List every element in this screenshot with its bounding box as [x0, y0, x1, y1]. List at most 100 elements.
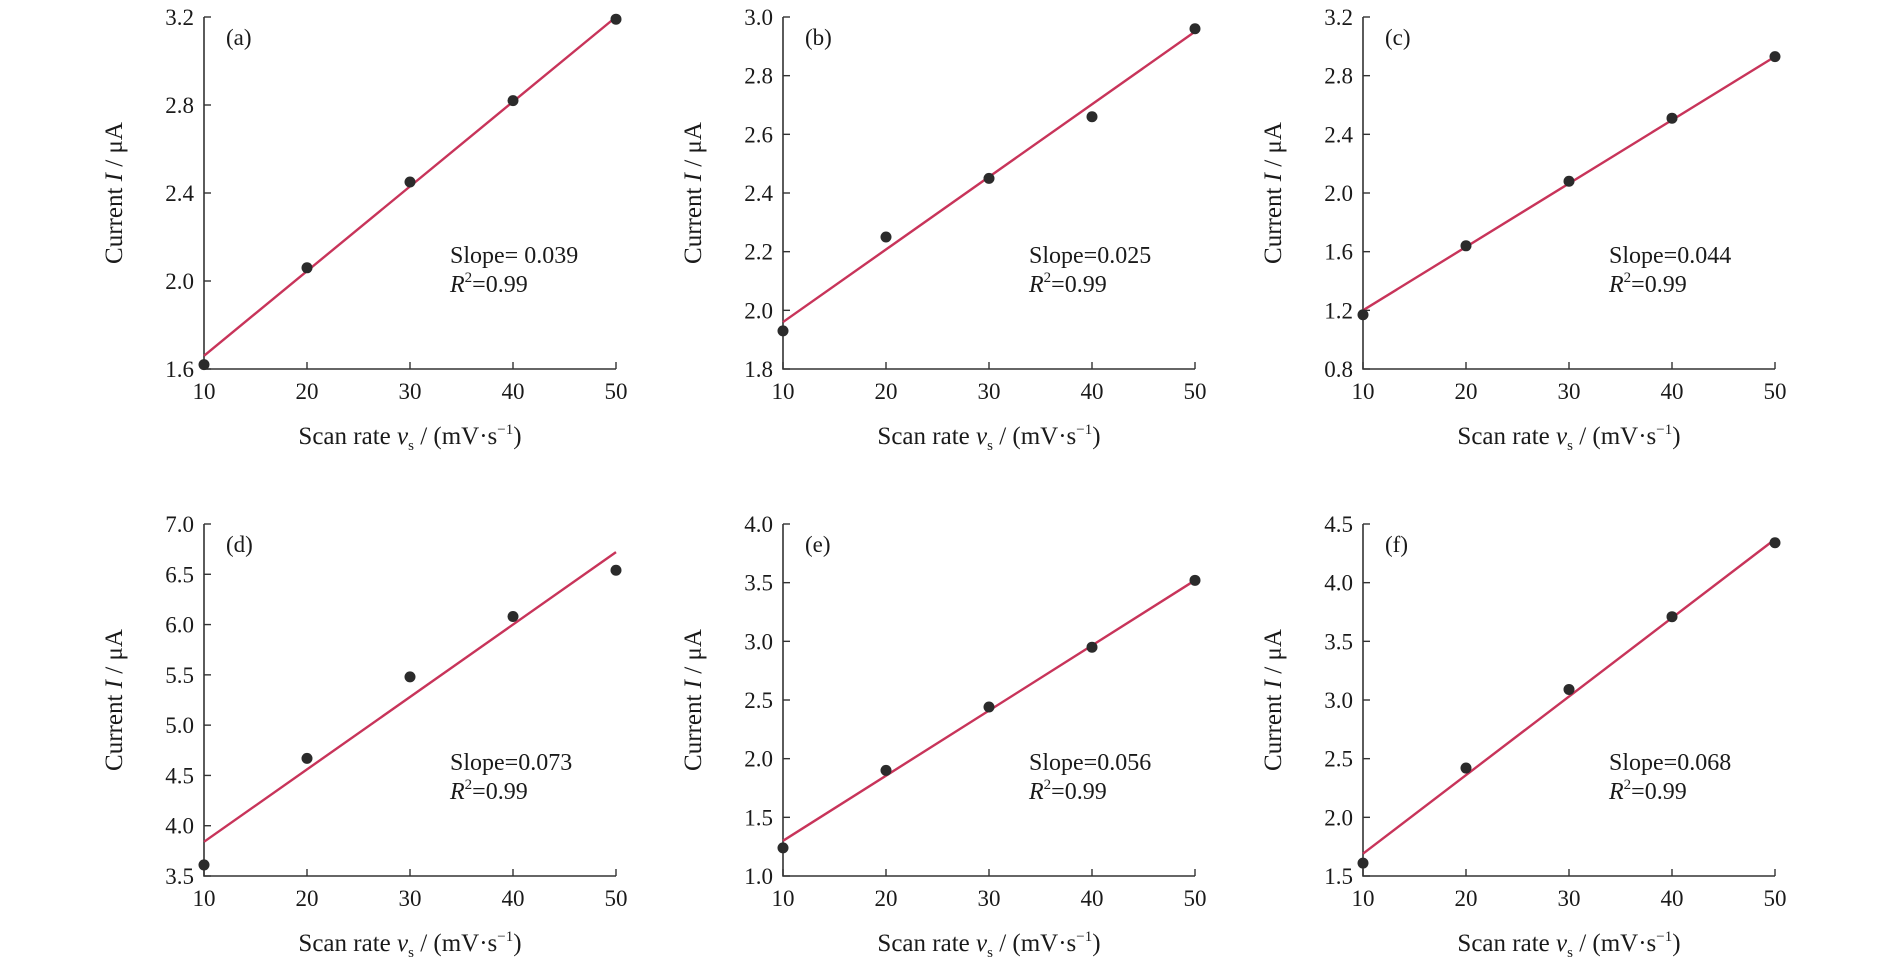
r2-exponent: 2 — [465, 777, 473, 793]
x-axis-label-symbol: v — [976, 423, 988, 450]
data-point — [1189, 574, 1201, 586]
y-axis-label-unit: / μA — [101, 122, 128, 173]
r2-symbol: R — [1608, 272, 1624, 298]
data-point — [1189, 23, 1201, 35]
slope-annotation: Slope= 0.039 — [450, 243, 578, 269]
panel-label: (b) — [805, 25, 832, 50]
data-point — [983, 701, 995, 713]
x-axis-label-unit-close: ) — [513, 423, 521, 450]
y-axis-label-name: Current — [680, 181, 707, 264]
chart-panel-5: 1.0 1.5 2.0 2.5 3.0 3.5 4.0 10 20 30 40 50 (e) Slope=… — [680, 512, 1207, 961]
r2-symbol: R — [1028, 272, 1044, 298]
slope-annotation: Slope=0.073 — [450, 750, 572, 776]
x-axis-label-unit-exp: −1 — [1656, 929, 1672, 945]
y-tick-label: 1.5 — [1324, 864, 1353, 889]
y-axis-label-symbol: I — [101, 678, 128, 689]
x-tick-label: 30 — [978, 379, 1001, 404]
x-axis-label: Scan rate vs / (mV·s−1) — [298, 929, 521, 961]
data-point — [301, 752, 313, 764]
axes-frame — [782, 17, 1195, 370]
x-axis-label-symbol: v — [397, 423, 409, 450]
r2-exponent: 2 — [465, 270, 473, 286]
x-axis-label-unit: / (mV·s — [414, 423, 497, 450]
chart-panel-4: 3.5 4.0 4.5 5.0 5.5 6.0 6.5 7.0 10 20 30 40 50 (d) Slo… — [101, 512, 628, 961]
x-axis-label-name: Scan rate — [298, 423, 397, 450]
r2-symbol: R — [1608, 779, 1624, 805]
x-tick-label: 50 — [605, 379, 628, 404]
x-tick-label: 20 — [296, 886, 319, 911]
x-tick-label: 10 — [193, 379, 216, 404]
data-point — [1460, 240, 1472, 252]
slope-annotation: Slope=0.056 — [1029, 750, 1151, 776]
x-tick-label: 10 — [772, 379, 795, 404]
x-tick-label: 20 — [296, 379, 319, 404]
data-point — [1460, 762, 1472, 774]
y-axis-label-symbol: I — [101, 171, 128, 182]
r2-symbol: R — [449, 272, 465, 298]
y-axis-label-name: Current — [101, 688, 128, 771]
x-tick-label: 40 — [1661, 886, 1684, 911]
r2-value: =0.99 — [1051, 779, 1107, 805]
panel-label: (e) — [805, 532, 831, 557]
y-tick-label: 2.2 — [744, 240, 773, 265]
panel-label: (d) — [226, 532, 253, 557]
x-axis-label-unit: / (mV·s — [993, 423, 1076, 450]
x-axis-label-unit: / (mV·s — [1573, 423, 1656, 450]
y-tick-label: 1.6 — [1324, 240, 1353, 265]
x-tick-label: 10 — [1352, 886, 1375, 911]
x-axis-label-unit-exp: −1 — [1076, 422, 1092, 438]
y-tick-label: 7.0 — [165, 512, 194, 537]
panel-label: (c) — [1385, 25, 1411, 50]
x-axis-label-unit-close: ) — [1672, 423, 1680, 450]
y-tick-label: 2.0 — [1324, 181, 1353, 206]
data-point — [1357, 857, 1369, 869]
data-point — [777, 325, 789, 337]
data-point — [880, 231, 892, 243]
chart-panel-3: 0.8 1.2 1.6 2.0 2.4 2.8 3.2 10 20 30 40 50 (c) Slope=… — [1260, 5, 1787, 454]
y-axis-label-symbol: I — [680, 678, 707, 689]
x-axis-label-name: Scan rate — [877, 930, 976, 957]
data-point — [1563, 683, 1575, 695]
y-tick-label: 3.5 — [1324, 629, 1353, 654]
y-axis-label-unit: / μA — [1260, 629, 1287, 680]
x-axis-label-unit: / (mV·s — [993, 930, 1076, 957]
y-tick-label: 4.0 — [165, 814, 194, 839]
x-axis-label-name: Scan rate — [1457, 423, 1556, 450]
data-point — [404, 176, 416, 188]
axes-frame — [203, 17, 616, 370]
y-tick-label: 4.5 — [1324, 512, 1353, 537]
y-tick-label: 5.0 — [165, 713, 194, 738]
y-tick-label: 2.0 — [744, 747, 773, 772]
y-axis-label-unit: / μA — [1260, 122, 1287, 173]
data-point — [198, 359, 210, 371]
chart-panel-1: 1.6 2.0 2.4 2.8 3.2 10 20 30 40 50 (a) Slope= 0.039… — [101, 5, 628, 454]
y-tick-label: 1.6 — [165, 357, 194, 382]
data-point — [1086, 641, 1098, 653]
r2-annotation: R2=0.99 — [449, 270, 528, 298]
r2-value: =0.99 — [472, 779, 528, 805]
x-tick-label: 50 — [1184, 379, 1207, 404]
r2-exponent: 2 — [1624, 777, 1632, 793]
data-point — [404, 671, 416, 683]
y-tick-label: 5.5 — [165, 663, 194, 688]
y-axis-label: Current I / μA — [101, 629, 128, 771]
x-tick-label: 30 — [1558, 379, 1581, 404]
y-tick-label: 2.8 — [1324, 64, 1353, 89]
panel-label: (a) — [226, 25, 252, 50]
x-tick-label: 30 — [1558, 886, 1581, 911]
x-tick-label: 20 — [1455, 379, 1478, 404]
x-axis-label: Scan rate vs / (mV·s−1) — [298, 422, 521, 454]
data-point — [507, 95, 519, 107]
x-axis-label-subscript: s — [408, 438, 414, 454]
x-axis-label-name: Scan rate — [877, 423, 976, 450]
r2-value: =0.99 — [472, 272, 528, 298]
slope-annotation: Slope=0.025 — [1029, 243, 1151, 269]
x-tick-label: 30 — [399, 886, 422, 911]
x-axis-label-unit-exp: −1 — [1656, 422, 1672, 438]
x-axis-label-symbol: v — [1556, 423, 1568, 450]
y-tick-label: 0.8 — [1324, 357, 1353, 382]
y-tick-label: 3.0 — [1324, 688, 1353, 713]
y-axis-label-name: Current — [1260, 688, 1287, 771]
x-axis-label-subscript: s — [987, 945, 993, 961]
axes-frame — [1362, 17, 1775, 370]
